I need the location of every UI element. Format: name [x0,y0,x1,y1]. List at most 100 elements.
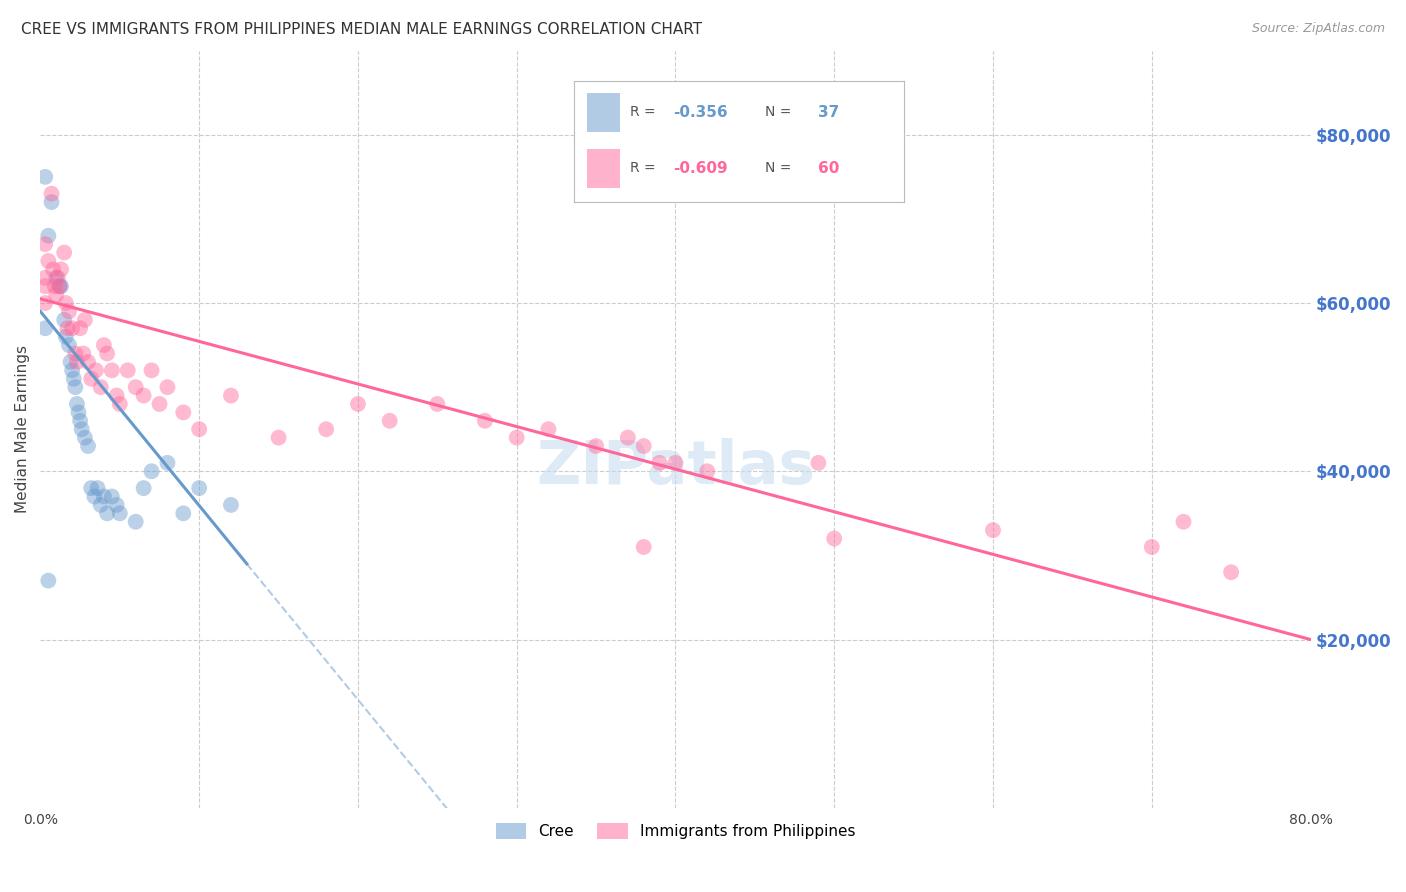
Point [58,304,80,318]
Point [172,506,194,520]
Point [67,405,90,419]
Point [132,481,155,495]
Point [77,439,100,453]
Point [48,279,70,293]
Point [188,422,211,436]
Point [44,279,66,293]
Point [72,346,94,360]
Point [73,313,96,327]
Point [34,270,56,285]
Point [34,296,56,310]
Point [53,245,76,260]
Point [80,481,103,495]
Point [48,279,70,293]
Point [90,380,112,394]
Point [59,355,82,369]
Point [664,456,686,470]
Point [49,262,72,277]
Point [1140,540,1163,554]
Point [105,498,128,512]
Point [633,439,655,453]
Point [188,481,211,495]
Point [60,321,83,335]
Point [108,397,131,411]
Point [648,456,671,470]
Point [823,532,845,546]
Point [505,431,527,445]
Point [101,490,124,504]
Point [141,363,163,377]
Point [83,490,105,504]
Point [474,414,496,428]
Point [49,279,72,293]
Point [66,355,89,369]
Point [108,506,131,520]
Y-axis label: Median Male Earnings: Median Male Earnings [15,345,30,513]
Point [37,574,59,588]
Point [93,490,115,504]
Point [124,515,146,529]
Point [65,346,87,360]
Point [696,464,718,478]
Point [55,329,77,343]
Point [34,237,56,252]
Point [60,363,83,377]
Text: CREE VS IMMIGRANTS FROM PHILIPPINES MEDIAN MALE EARNINGS CORRELATION CHART: CREE VS IMMIGRANTS FROM PHILIPPINES MEDI… [21,22,702,37]
Point [73,431,96,445]
Point [1173,515,1195,529]
Point [347,397,370,411]
Point [105,388,128,402]
Point [981,523,1004,537]
Point [34,169,56,184]
Point [219,388,242,402]
Point [378,414,401,428]
Point [80,372,103,386]
Text: Source: ZipAtlas.com: Source: ZipAtlas.com [1251,22,1385,36]
Point [53,313,76,327]
Point [58,338,80,352]
Point [219,498,242,512]
Point [84,363,107,377]
Point [41,195,63,210]
Point [141,464,163,478]
Point [267,431,290,445]
Point [86,481,108,495]
Point [34,321,56,335]
Point [37,254,59,268]
Point [55,296,77,310]
Point [90,498,112,512]
Point [585,439,607,453]
Point [117,363,139,377]
Point [156,456,179,470]
Point [101,363,124,377]
Point [65,380,87,394]
Text: ZIPatlas: ZIPatlas [536,438,815,497]
Point [156,380,179,394]
Point [70,422,93,436]
Point [617,431,640,445]
Point [315,422,337,436]
Point [1220,565,1243,579]
Point [69,414,91,428]
Point [132,388,155,402]
Point [42,262,65,277]
Point [41,186,63,201]
Point [124,380,146,394]
Point [426,397,449,411]
Point [37,228,59,243]
Point [45,270,67,285]
Point [96,346,118,360]
Point [633,540,655,554]
Point [537,422,560,436]
Point [172,405,194,419]
Point [93,338,115,352]
Point [45,287,67,301]
Point [96,506,118,520]
Point [46,270,69,285]
Legend: Cree, Immigrants from Philippines: Cree, Immigrants from Philippines [489,817,862,846]
Point [807,456,830,470]
Point [77,355,100,369]
Point [34,279,56,293]
Point [69,321,91,335]
Point [66,397,89,411]
